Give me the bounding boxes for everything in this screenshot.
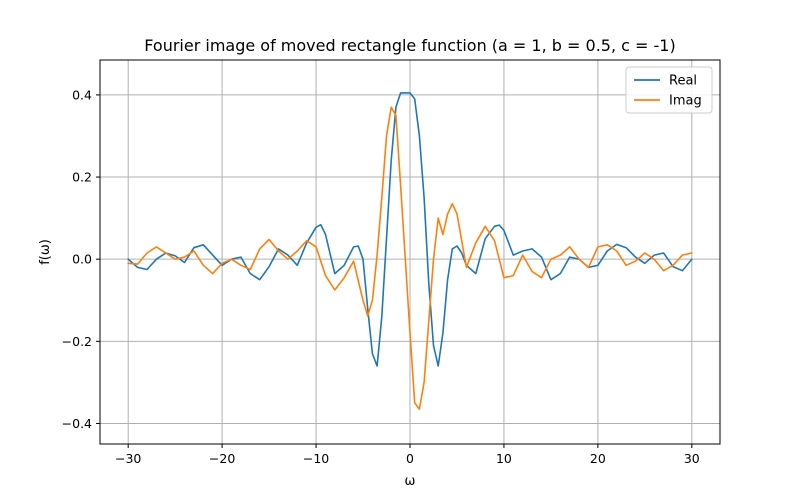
x-tick-label: 10 — [496, 451, 512, 466]
x-tick-label: −20 — [209, 451, 235, 466]
legend-label-real: Real — [669, 74, 697, 89]
y-tick-label: 0.0 — [72, 252, 92, 267]
x-tick-label: 20 — [590, 451, 606, 466]
series-line-imag — [127, 106, 693, 410]
legend-box — [625, 66, 713, 114]
y-tick-label: −0.2 — [62, 334, 92, 349]
x-tick-label: 0 — [406, 451, 414, 466]
legend-label-imag: Imag — [669, 94, 702, 109]
x-tick-label: 30 — [684, 451, 700, 466]
chart-title: Fourier image of moved rectangle functio… — [144, 36, 675, 55]
ticks: −30 −20 −10 0 10 20 30 −0.4 −0.2 0.0 0.2 0.4 — [62, 87, 700, 466]
x-tick-label: −30 — [115, 451, 141, 466]
y-axis-label: f(ω) — [38, 239, 53, 265]
series-lines — [127, 92, 693, 410]
grid — [100, 60, 720, 444]
y-tick-label: 0.4 — [72, 87, 92, 102]
y-tick-label: −0.4 — [62, 416, 92, 431]
series-line-real — [127, 92, 693, 367]
x-axis-label: ω — [405, 474, 416, 489]
y-tick-label: 0.2 — [72, 170, 92, 185]
legend: Real Imag — [625, 66, 713, 114]
x-tick-label: −10 — [303, 451, 329, 466]
